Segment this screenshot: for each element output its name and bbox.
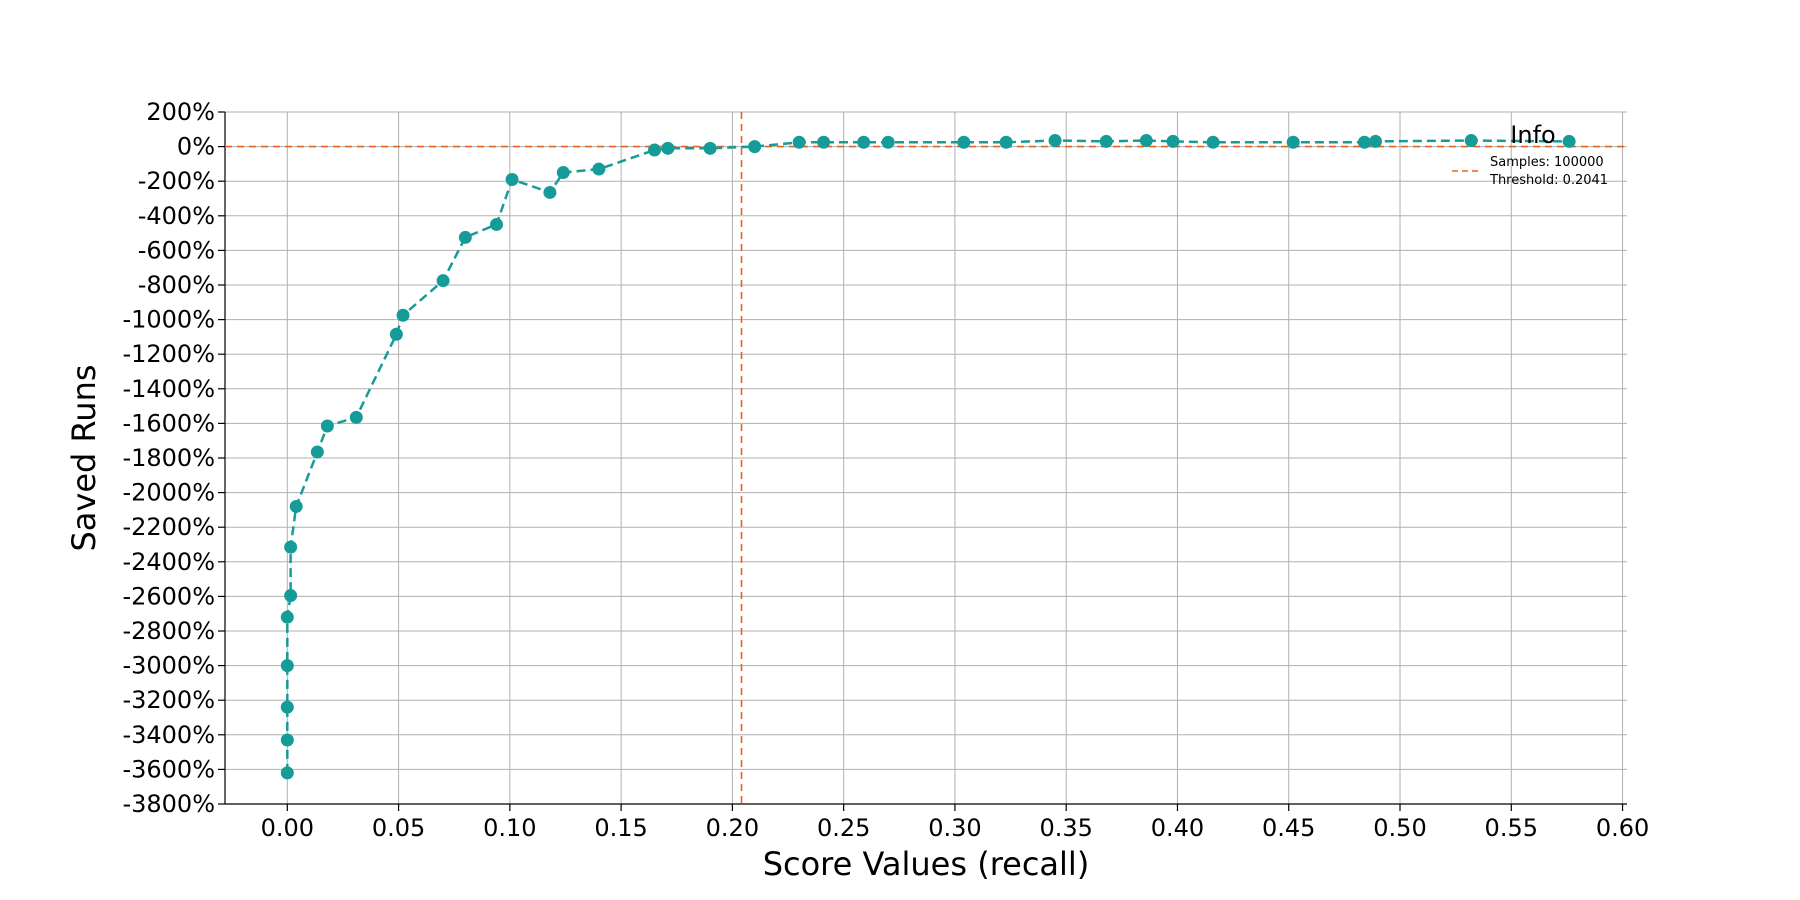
y-axis-label: Saved Runs xyxy=(65,364,103,551)
data-point xyxy=(881,135,895,149)
x-tick-label: 0.55 xyxy=(1485,814,1538,842)
x-tick-label: 0.00 xyxy=(261,814,314,842)
y-tick-label: -3800% xyxy=(122,790,215,818)
y-tick-label: -1200% xyxy=(122,340,215,368)
data-point xyxy=(1357,135,1371,149)
data-point xyxy=(1464,134,1478,148)
data-point xyxy=(1048,134,1062,148)
y-tick-label: -200% xyxy=(138,167,215,195)
y-tick-label: -800% xyxy=(138,271,215,299)
y-axis-ticks: 200% 0% -200% -400% -600% -800% -1000% -1200% -1… xyxy=(122,98,225,818)
data-point xyxy=(280,700,294,714)
data-point xyxy=(592,162,606,176)
data-point xyxy=(310,445,324,459)
y-tick-label: 0% xyxy=(177,133,215,161)
reference-lines xyxy=(225,112,1627,804)
legend-title: Info xyxy=(1510,121,1555,149)
data-point xyxy=(489,217,503,231)
data-point xyxy=(389,327,403,341)
data-point xyxy=(436,274,450,288)
x-tick-label: 0.25 xyxy=(817,814,870,842)
data-point xyxy=(1286,135,1300,149)
data-point xyxy=(284,589,298,603)
y-tick-label: -1800% xyxy=(122,444,215,472)
y-tick-label: -3600% xyxy=(122,755,215,783)
data-point xyxy=(280,766,294,780)
data-point xyxy=(289,499,303,513)
y-tick-label: -2800% xyxy=(122,617,215,645)
y-tick-label: -2600% xyxy=(122,582,215,610)
data-point xyxy=(1166,134,1180,148)
data-point xyxy=(1369,134,1383,148)
data-point xyxy=(280,733,294,747)
y-tick-label: -3000% xyxy=(122,652,215,680)
data-point xyxy=(396,308,410,322)
x-tick-label: 0.50 xyxy=(1373,814,1426,842)
data-point xyxy=(556,166,570,180)
data-point xyxy=(999,135,1013,149)
data-point xyxy=(748,140,762,154)
x-tick-label: 0.30 xyxy=(928,814,981,842)
x-tick-label: 0.15 xyxy=(594,814,647,842)
data-point xyxy=(703,141,717,155)
x-tick-label: 0.40 xyxy=(1151,814,1204,842)
data-point xyxy=(648,143,662,157)
data-series xyxy=(280,134,1576,780)
data-point xyxy=(857,135,871,149)
legend: Info Samples: 100000 Threshold: 0.2041 xyxy=(1452,121,1608,188)
data-point xyxy=(320,419,334,433)
y-tick-label: -1600% xyxy=(122,409,215,437)
y-tick-label: -3400% xyxy=(122,721,215,749)
x-tick-label: 0.45 xyxy=(1262,814,1315,842)
x-tick-label: 0.60 xyxy=(1596,814,1649,842)
y-tick-label: -600% xyxy=(138,236,215,264)
y-tick-label: -2000% xyxy=(122,479,215,507)
y-tick-label: -2400% xyxy=(122,548,215,576)
x-tick-label: 0.05 xyxy=(372,814,425,842)
grid xyxy=(225,111,1627,805)
y-tick-label: 200% xyxy=(146,98,215,126)
data-point xyxy=(957,135,971,149)
data-point xyxy=(349,410,363,424)
data-point xyxy=(280,659,294,673)
y-tick-label: -1400% xyxy=(122,375,215,403)
x-axis-label: Score Values (recall) xyxy=(763,845,1090,883)
legend-entry-threshold: Threshold: 0.2041 xyxy=(1489,173,1608,188)
data-point xyxy=(1139,134,1153,148)
data-point xyxy=(1206,135,1220,149)
data-point xyxy=(458,230,472,244)
data-point xyxy=(792,135,806,149)
data-point xyxy=(1099,134,1113,148)
data-point xyxy=(817,135,831,149)
data-point xyxy=(543,185,557,199)
x-tick-label: 0.20 xyxy=(706,814,759,842)
data-point xyxy=(1562,134,1576,148)
y-tick-label: -3200% xyxy=(122,686,215,714)
series-line xyxy=(286,139,1570,773)
y-tick-label: -400% xyxy=(138,202,215,230)
y-tick-label: -1000% xyxy=(122,306,215,334)
x-tick-label: 0.35 xyxy=(1039,814,1092,842)
data-point xyxy=(661,141,675,155)
legend-entry-samples: Samples: 100000 xyxy=(1490,155,1604,170)
x-tick-label: 0.10 xyxy=(483,814,536,842)
y-tick-label: -2200% xyxy=(122,513,215,541)
x-axis-ticks: 0.00 0.05 0.10 0.15 0.20 0.25 0.30 0.35 0.40 0.45… xyxy=(261,804,1649,842)
data-point xyxy=(280,610,294,624)
data-point xyxy=(505,172,519,186)
data-point xyxy=(284,540,298,554)
